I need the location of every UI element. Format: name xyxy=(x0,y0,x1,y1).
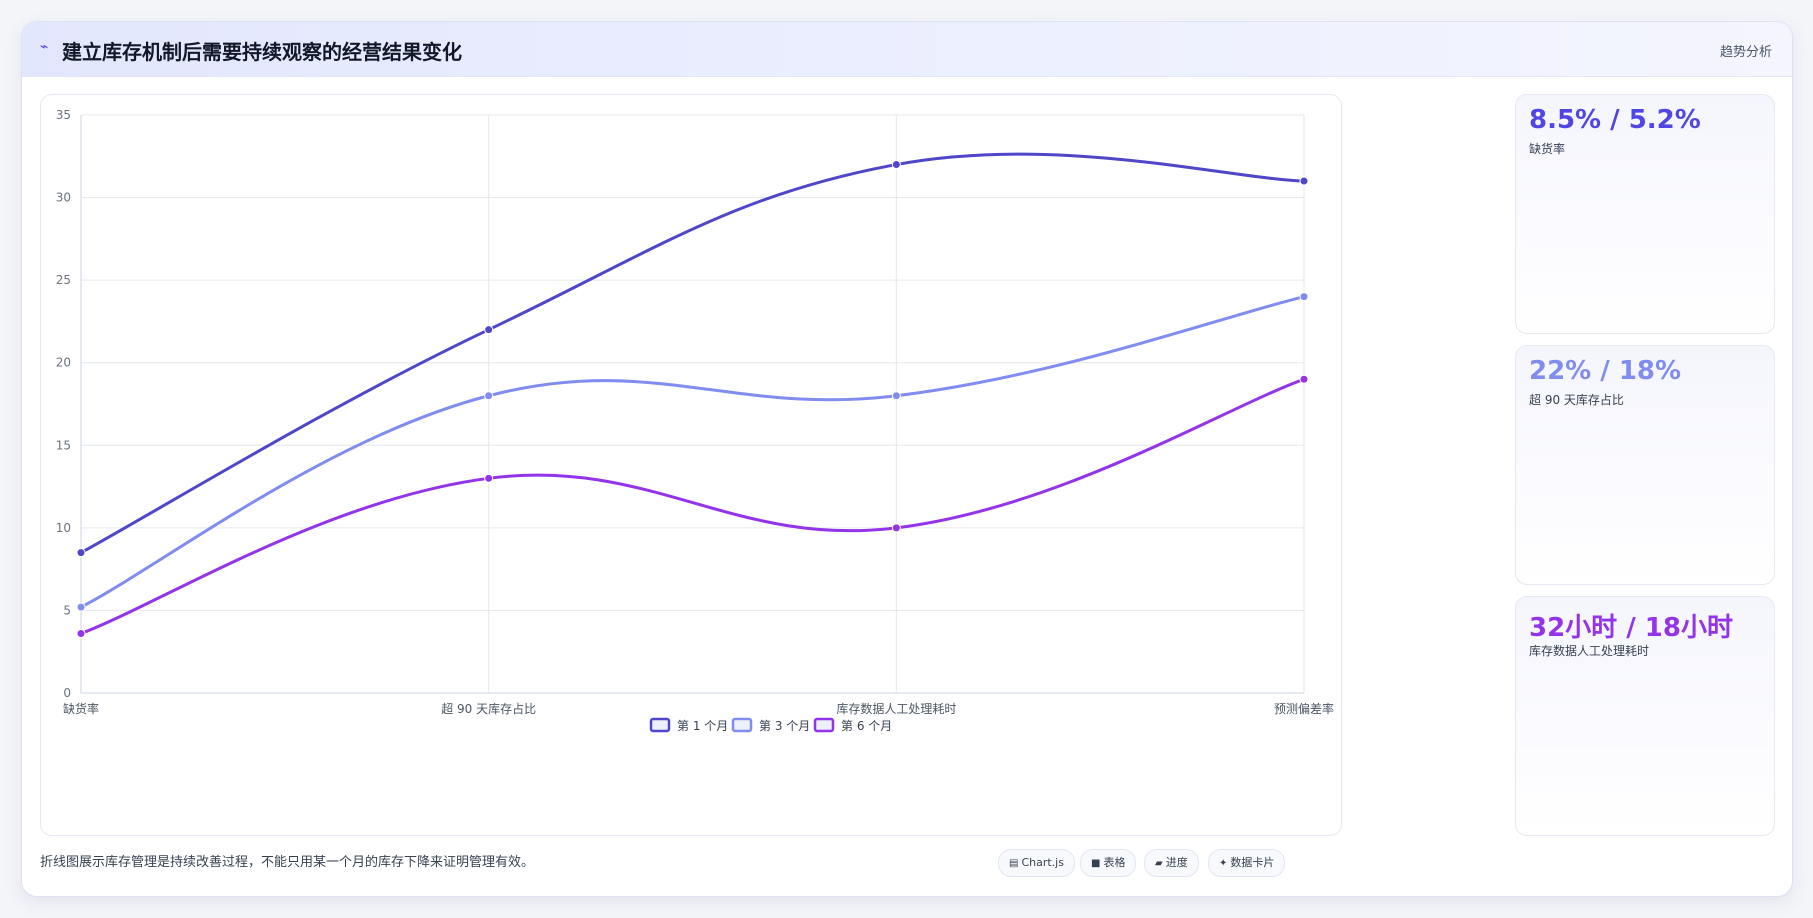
data-point xyxy=(76,548,86,558)
chip-data-card[interactable]: ✦ 数据卡片 xyxy=(1208,849,1286,877)
y-tick-label: 15 xyxy=(56,438,71,452)
chip-table[interactable]: ■ 表格 xyxy=(1080,849,1137,877)
panel-header: ⌁ 建立库存机制后需要持续观察的经营结果变化 趋势分析 xyxy=(22,22,1792,77)
y-tick-label: 10 xyxy=(56,521,71,535)
data-point xyxy=(891,391,901,401)
chip-progress[interactable]: ▰ 进度 xyxy=(1144,849,1199,877)
y-tick-label: 5 xyxy=(63,603,71,617)
x-tick-label: 缺货率 xyxy=(63,701,99,716)
page-title: 建立库存机制后需要持续观察的经营结果变化 xyxy=(62,40,462,64)
legend-swatch xyxy=(731,717,753,733)
data-point xyxy=(484,391,494,401)
kpi-value: 8.5% / 5.2% xyxy=(1529,105,1701,135)
chip-chartjs[interactable]: ▤ Chart.js xyxy=(998,849,1075,877)
y-tick-label: 25 xyxy=(56,273,71,287)
legend-label: 第 6 个月 xyxy=(841,719,892,733)
y-tick-label: 35 xyxy=(56,108,71,122)
kpi-card-aged-inventory: 22% / 18% 超 90 天库存占比 xyxy=(1515,345,1775,585)
x-tick-label: 库存数据人工处理耗时 xyxy=(836,701,956,716)
progress-icon: ▰ xyxy=(1155,858,1163,869)
footer-note: 折线图展示库存管理是持续改善过程，不能只用某一个月的库存下降来证明管理有效。 xyxy=(40,855,535,870)
series-line-1 xyxy=(80,152,1305,554)
kpi-label: 缺货率 xyxy=(1529,142,1566,156)
chart-icon: ▤ xyxy=(1009,858,1019,869)
kpi-value: 22% / 18% xyxy=(1529,356,1682,386)
y-tick-label: 20 xyxy=(56,356,71,370)
sparkle-icon: ✦ xyxy=(1219,858,1228,869)
data-point xyxy=(484,325,494,335)
table-icon: ■ xyxy=(1091,858,1101,869)
legend-label: 第 3 个月 xyxy=(759,719,810,733)
kpi-card-processing-time: 32小时 / 18小时 库存数据人工处理耗时 xyxy=(1515,596,1775,836)
data-point xyxy=(76,629,86,639)
dashboard-panel: ⌁ 建立库存机制后需要持续观察的经营结果变化 趋势分析 0 5 10 15 20 25 30… xyxy=(21,21,1793,897)
legend-swatch xyxy=(649,717,671,733)
data-point xyxy=(891,160,901,170)
kpi-value: 32小时 / 18小时 xyxy=(1529,613,1733,643)
line-chart: 0 5 10 15 20 25 30 35 缺货率 超 90 天库存占比 库存数据人工处理耗时 预测偏… xyxy=(56,108,1334,733)
series-line-3 xyxy=(80,377,1305,635)
data-point xyxy=(484,473,494,483)
x-tick-label: 预测偏差率 xyxy=(1274,701,1334,716)
legend-label: 第 1 个月 xyxy=(677,719,728,733)
y-tick-label: 0 xyxy=(63,686,71,700)
header-tag: 趋势分析 xyxy=(1719,45,1772,60)
trend-icon: ⌁ xyxy=(40,39,49,55)
series-line-2 xyxy=(80,295,1305,609)
chart-card: 0 5 10 15 20 25 30 35 缺货率 超 90 天库存占比 库存数据人工处理耗时 预测偏… xyxy=(40,94,1342,836)
data-point xyxy=(1299,292,1309,302)
y-tick-label: 30 xyxy=(56,191,71,205)
kpi-card-stockout: 8.5% / 5.2% 缺货率 xyxy=(1515,94,1775,334)
data-point xyxy=(891,523,901,533)
data-point xyxy=(1299,176,1309,186)
legend-swatch xyxy=(813,717,835,733)
data-point xyxy=(76,602,86,612)
data-point xyxy=(1299,374,1309,384)
kpi-label: 超 90 天库存占比 xyxy=(1529,393,1624,407)
x-tick-label: 超 90 天库存占比 xyxy=(441,701,536,716)
kpi-label: 库存数据人工处理耗时 xyxy=(1529,644,1650,658)
